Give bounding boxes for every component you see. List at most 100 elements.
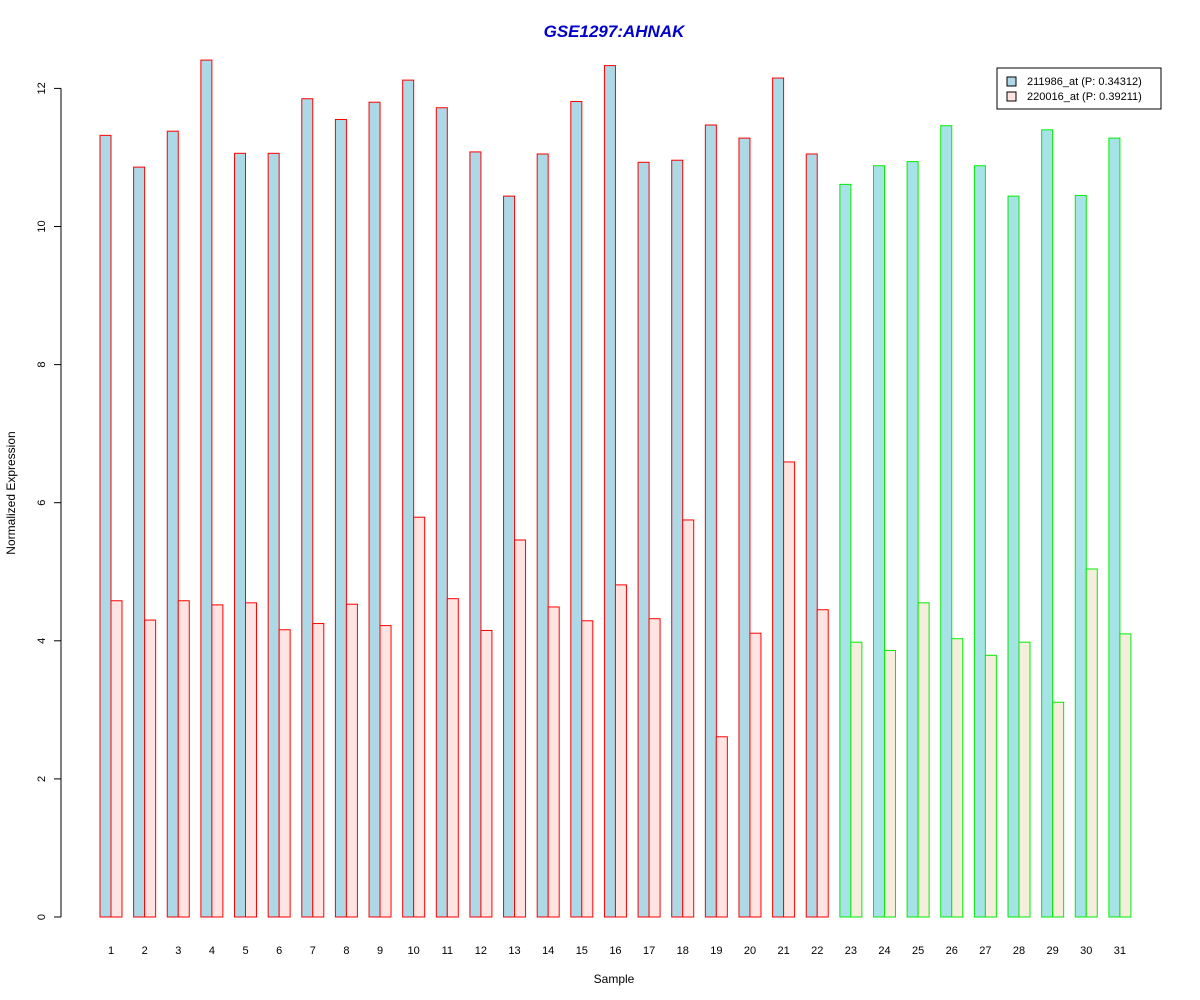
x-tick-label: 24 (878, 945, 890, 957)
x-tick-label: 4 (209, 945, 215, 957)
y-tick-label: 12 (36, 82, 48, 94)
bar-series1 (772, 77, 785, 918)
bars-group (99, 59, 1132, 918)
x-tick-label: 3 (175, 945, 181, 957)
x-tick-label: 5 (242, 945, 248, 957)
bar-series2 (1052, 701, 1065, 918)
bar-series2 (648, 618, 661, 918)
bar-series2 (1018, 641, 1031, 918)
bar-series2 (1119, 633, 1132, 918)
bar-series2 (211, 604, 224, 918)
x-tick-label: 19 (710, 945, 722, 957)
x-tick-label: 31 (1114, 945, 1126, 957)
bar-series2 (984, 654, 997, 918)
bar-series1 (435, 107, 448, 918)
x-axis-label: Sample (594, 972, 635, 986)
bar-series2 (177, 600, 190, 918)
x-tick-label: 15 (576, 945, 588, 957)
y-axis: 0 2 4 6 8 10 12 (36, 82, 62, 920)
x-tick-label: 20 (744, 945, 756, 957)
bar-series2 (144, 619, 157, 918)
x-tick-label: 6 (276, 945, 282, 957)
bar-series2 (1085, 568, 1098, 918)
x-tick-label: 22 (811, 945, 823, 957)
x-tick-label: 28 (1013, 945, 1025, 957)
x-tick-label: 18 (677, 945, 689, 957)
bar-series1 (334, 118, 347, 918)
bar-series1 (503, 195, 516, 918)
bar-series2 (581, 620, 594, 918)
bar-series2 (749, 632, 762, 918)
bar-series2 (345, 603, 358, 918)
bar-series2 (514, 539, 527, 918)
x-tick-label: 23 (845, 945, 857, 957)
bar-series1 (99, 134, 112, 918)
x-tick-label: 13 (508, 945, 520, 957)
x-tick-label: 29 (1047, 945, 1059, 957)
bar-series2 (816, 609, 829, 918)
x-tick-label: 21 (777, 945, 789, 957)
y-tick-label: 2 (36, 776, 48, 782)
x-tick-label: 9 (377, 945, 383, 957)
bar-series1 (200, 59, 213, 918)
bar-series2 (951, 638, 964, 918)
bar-series2 (850, 641, 863, 918)
y-tick-label: 6 (36, 500, 48, 506)
y-tick-label: 8 (36, 362, 48, 368)
bar-series1 (469, 151, 482, 918)
legend: 211986_at (P: 0.34312) 220016_at (P: 0.39… (996, 67, 1162, 110)
bar-series1 (166, 130, 179, 918)
bar-series1 (133, 166, 146, 918)
bar-series1 (940, 125, 953, 918)
x-tick-label: 27 (979, 945, 991, 957)
bar-series1 (738, 137, 751, 918)
legend-label: 211986_at (P: 0.34312) (1027, 76, 1142, 88)
bar-series2 (278, 629, 291, 918)
bar-series1 (234, 152, 247, 918)
chart-title: GSE1297:AHNAK (544, 22, 686, 41)
bar-series1 (267, 152, 280, 918)
x-tick-label: 17 (643, 945, 655, 957)
x-tick-label: 11 (442, 945, 453, 957)
x-tick-label: 8 (343, 945, 349, 957)
bar-series2 (883, 649, 896, 918)
x-tick-label: 1 (108, 945, 114, 957)
bar-series1 (603, 65, 616, 918)
bar-series2 (110, 600, 123, 918)
y-tick-label: 0 (36, 914, 48, 920)
bar-series1 (368, 101, 381, 918)
x-tick-label: 26 (946, 945, 958, 957)
y-axis-label: Normalized Expression (4, 431, 18, 554)
x-tick-label: 14 (542, 945, 554, 957)
x-tick-label: 10 (408, 945, 420, 957)
bar-series1 (1007, 195, 1020, 918)
bar-series2 (682, 519, 695, 918)
bar-series1 (1041, 129, 1054, 918)
bar-series1 (872, 165, 885, 918)
bar-series1 (1108, 137, 1121, 918)
bar-series1 (402, 79, 415, 918)
x-tick-label: 7 (310, 945, 316, 957)
bar-series2 (783, 461, 796, 918)
bar-series2 (547, 606, 560, 918)
bar-series2 (312, 623, 325, 918)
x-tick-label: 2 (142, 945, 148, 957)
x-tick-label: 16 (609, 945, 621, 957)
bar-series1 (839, 183, 852, 918)
bar-series1 (704, 124, 717, 918)
bar-series1 (301, 98, 314, 918)
x-tick-label: 30 (1080, 945, 1092, 957)
legend-swatch (1006, 76, 1017, 87)
legend-box (996, 67, 1162, 110)
bar-series1 (906, 161, 919, 918)
y-tick-label: 4 (36, 638, 48, 644)
x-tick-label: 12 (475, 945, 487, 957)
bar-series1 (536, 153, 549, 918)
x-tick-labels: 1 2 3 4 5 6 7 8 9 10 11 12 13 14 15 16 17 18 19 20 21 22 23 24 2… (108, 945, 1126, 957)
bar-series1 (973, 165, 986, 918)
bar-series1 (1074, 194, 1087, 918)
bar-series2 (379, 625, 392, 918)
x-tick-label: 25 (912, 945, 924, 957)
bar-series2 (715, 736, 728, 918)
